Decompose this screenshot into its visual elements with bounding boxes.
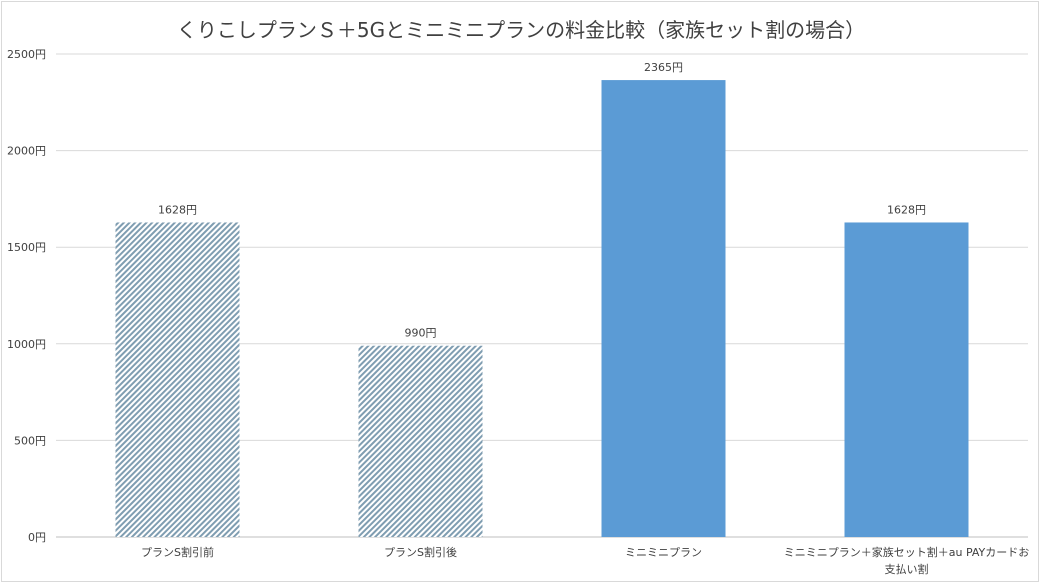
x-axis-categories: プランS割引前 プランS割引後 ミニミニプラン ミニミニプラン＋家族セット割＋au P… <box>141 545 1029 576</box>
x-category-label: ミニミニプラン <box>625 546 702 559</box>
x-category-label: 支払い割 <box>885 562 929 576</box>
y-tick-label: 1000円 <box>7 338 46 351</box>
x-category-label: プランS割引後 <box>384 545 457 559</box>
bar-1 <box>115 222 240 537</box>
y-tick-label: 2500円 <box>7 48 46 61</box>
y-tick-label: 500円 <box>14 434 46 447</box>
data-labels: 1628円 990円 2365円 1628円 <box>158 61 926 340</box>
y-tick-label: 2000円 <box>7 145 46 158</box>
bar-4 <box>844 222 969 537</box>
bars <box>115 80 969 537</box>
data-label-2: 990円 <box>405 327 437 340</box>
x-category-label: プランS割引前 <box>141 545 214 559</box>
data-label-4: 1628円 <box>887 203 926 216</box>
data-label-3: 2365円 <box>644 61 683 74</box>
y-axis-ticks: 0円 500円 1000円 1500円 2000円 2500円 <box>7 48 46 544</box>
x-category-label: ミニミニプラン＋家族セット割＋au PAYカードお <box>784 545 1030 559</box>
bar-2 <box>358 345 483 537</box>
y-tick-label: 0円 <box>28 531 46 544</box>
y-tick-label: 1500円 <box>7 241 46 254</box>
chart-title: くりこしプランＳ＋5Gとミニミニプランの料金比較（家族セット割の場合） <box>176 18 866 42</box>
data-label-1: 1628円 <box>158 203 197 216</box>
bar-3 <box>601 80 726 537</box>
